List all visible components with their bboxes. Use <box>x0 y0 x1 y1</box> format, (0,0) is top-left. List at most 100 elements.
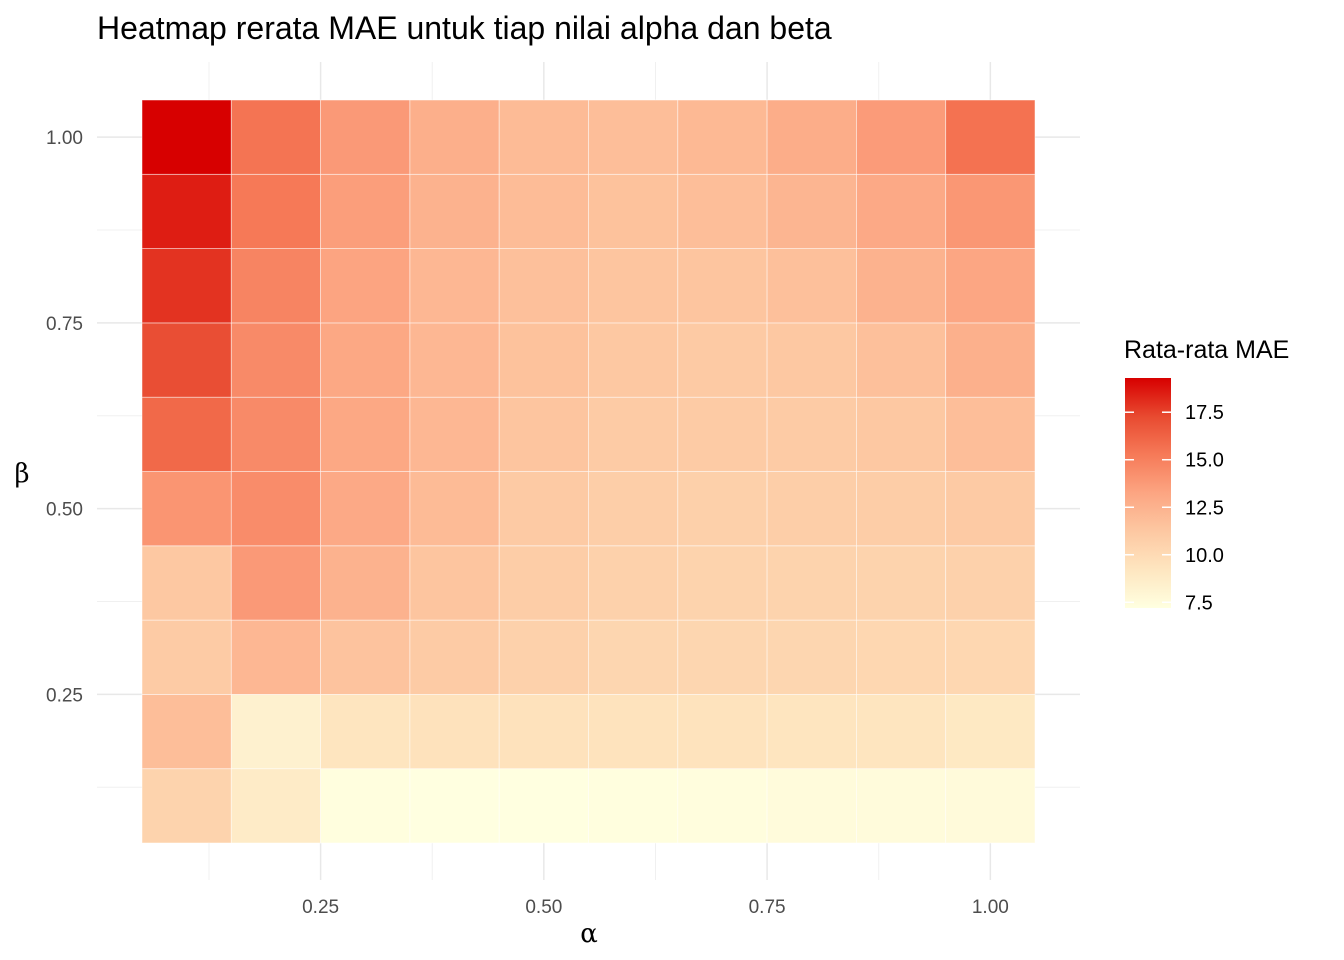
heatmap-cell <box>945 173 1036 250</box>
heatmap-cells <box>141 99 1036 844</box>
heatmap-cell <box>230 173 322 250</box>
heatmap-cell <box>141 173 232 250</box>
heatmap-cell <box>677 619 768 695</box>
heatmap-cell <box>856 768 947 844</box>
heatmap-cell <box>141 99 232 175</box>
heatmap-cell <box>945 322 1036 398</box>
heatmap-cell <box>588 694 679 770</box>
heatmap-cell <box>766 471 857 547</box>
heatmap-cell <box>409 694 500 770</box>
legend-ticks: 7.5 10.0 12.5 15.0 17.5 <box>1125 402 1224 614</box>
legend-colorbar <box>1125 378 1171 608</box>
heatmap-cell <box>498 396 589 472</box>
chart-title: Heatmap rerata MAE untuk tiap nilai alph… <box>97 10 832 46</box>
heatmap-cell <box>856 248 947 324</box>
heatmap-cell <box>320 768 411 844</box>
heatmap-cell <box>945 768 1036 844</box>
heatmap-cell <box>409 99 500 175</box>
heatmap-cell <box>498 248 589 324</box>
heatmap-cell <box>766 694 857 770</box>
x-axis-label: α <box>580 919 598 949</box>
heatmap-cell <box>409 248 500 324</box>
heatmap-cell <box>945 396 1036 472</box>
heatmap-cell <box>766 173 857 250</box>
heatmap-cell <box>141 248 232 324</box>
heatmap-cell <box>945 694 1036 770</box>
heatmap-cell <box>677 768 768 844</box>
heatmap-cell <box>588 173 679 250</box>
heatmap-cell <box>409 768 500 844</box>
heatmap-cell <box>409 471 500 547</box>
heatmap-cell <box>498 694 589 770</box>
heatmap-cell <box>588 248 679 324</box>
y-tick-label: 0.75 <box>46 314 83 335</box>
heatmap-cell <box>588 396 679 472</box>
heatmap-cell <box>498 471 589 547</box>
heatmap-cell <box>856 396 947 472</box>
x-tick-label: 0.25 <box>302 897 339 918</box>
y-tick-label: 0.50 <box>46 500 83 521</box>
heatmap-cell <box>320 619 411 695</box>
legend-tick-label: 17.5 <box>1185 402 1224 424</box>
heatmap-cell <box>320 248 411 324</box>
heatmap-cell <box>588 322 679 398</box>
heatmap-cell <box>856 619 947 695</box>
heatmap-cell <box>677 545 768 621</box>
heatmap-cell <box>230 545 322 621</box>
heatmap-cell <box>320 322 411 398</box>
x-tick-label: 0.50 <box>525 897 562 918</box>
legend-tick-label: 10.0 <box>1185 545 1224 567</box>
heatmap-cell <box>766 619 857 695</box>
heatmap-cell <box>588 471 679 547</box>
x-axis-ticks: 0.25 0.50 0.75 1.00 <box>302 897 1009 918</box>
heatmap-cell <box>230 322 322 398</box>
heatmap-cell <box>945 545 1036 621</box>
heatmap-cell <box>230 694 322 770</box>
heatmap-cell <box>766 545 857 621</box>
heatmap-cell <box>677 99 768 175</box>
heatmap-cell <box>320 99 411 175</box>
heatmap-cell <box>677 694 768 770</box>
heatmap-cell <box>409 322 500 398</box>
heatmap-cell <box>498 545 589 621</box>
heatmap-cell <box>588 619 679 695</box>
legend-tick-label: 7.5 <box>1185 592 1213 614</box>
heatmap-cell <box>498 99 589 175</box>
heatmap-cell <box>588 768 679 844</box>
heatmap-cell <box>856 545 947 621</box>
y-axis-ticks: 0.25 0.50 0.75 1.00 <box>46 128 83 706</box>
heatmap-cell <box>141 396 232 472</box>
heatmap-cell <box>409 619 500 695</box>
heatmap-cell <box>856 99 947 175</box>
heatmap-cell <box>588 545 679 621</box>
heatmap-cell <box>498 322 589 398</box>
heatmap-cell <box>230 396 322 472</box>
y-tick-label: 0.25 <box>46 685 83 706</box>
heatmap-cell <box>230 619 322 695</box>
heatmap-cell <box>856 173 947 250</box>
heatmap-cell <box>766 99 857 175</box>
heatmap-cell <box>588 99 679 175</box>
heatmap-cell <box>945 619 1036 695</box>
heatmap-cell <box>677 322 768 398</box>
heatmap-cell <box>856 694 947 770</box>
heatmap-cell <box>141 322 232 398</box>
heatmap-cell <box>945 99 1036 175</box>
heatmap-cell <box>320 545 411 621</box>
heatmap-cell <box>141 694 232 770</box>
x-tick-label: 1.00 <box>972 897 1009 918</box>
heatmap-cell <box>856 322 947 398</box>
heatmap-cell <box>141 471 232 547</box>
heatmap-cell <box>320 396 411 472</box>
heatmap-cell <box>409 173 500 250</box>
heatmap-cell <box>498 173 589 250</box>
heatmap-cell <box>677 173 768 250</box>
heatmap-cell <box>230 471 322 547</box>
heatmap-cell <box>945 248 1036 324</box>
heatmap-cell <box>677 396 768 472</box>
heatmap-cell <box>766 322 857 398</box>
heatmap-cell <box>320 694 411 770</box>
heatmap-cell <box>141 619 232 695</box>
legend-title: Rata-rata MAE <box>1124 336 1290 364</box>
